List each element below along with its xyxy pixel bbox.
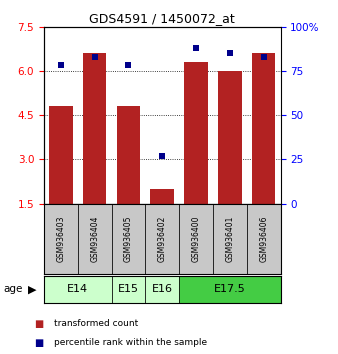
Bar <box>145 204 179 274</box>
Point <box>261 54 266 59</box>
Point <box>126 63 131 68</box>
Bar <box>83 53 106 204</box>
Text: percentile rank within the sample: percentile rank within the sample <box>54 338 207 347</box>
Bar <box>150 189 174 204</box>
Bar <box>44 204 78 274</box>
Bar <box>49 106 73 204</box>
Text: E17.5: E17.5 <box>214 284 246 295</box>
Bar <box>44 276 112 303</box>
Point <box>160 153 165 159</box>
Text: E16: E16 <box>152 284 173 295</box>
Text: ▶: ▶ <box>28 284 37 295</box>
Bar <box>179 204 213 274</box>
Text: GSM936404: GSM936404 <box>90 216 99 262</box>
Text: transformed count: transformed count <box>54 319 138 329</box>
Bar <box>213 204 247 274</box>
Title: GDS4591 / 1450072_at: GDS4591 / 1450072_at <box>89 12 235 25</box>
Text: GSM936402: GSM936402 <box>158 216 167 262</box>
Bar <box>112 204 145 274</box>
Point <box>193 45 199 51</box>
Text: GSM936405: GSM936405 <box>124 216 133 262</box>
Text: age: age <box>3 284 23 295</box>
Bar <box>145 276 179 303</box>
Point <box>92 54 97 59</box>
Bar <box>117 106 140 204</box>
Text: E15: E15 <box>118 284 139 295</box>
Bar <box>252 53 275 204</box>
Bar <box>78 204 112 274</box>
Text: GSM936403: GSM936403 <box>56 216 65 262</box>
Text: ■: ■ <box>34 338 43 348</box>
Point <box>58 63 64 68</box>
Text: ■: ■ <box>34 319 43 329</box>
Text: GSM936400: GSM936400 <box>192 216 200 262</box>
Text: GSM936406: GSM936406 <box>259 216 268 262</box>
Text: GSM936401: GSM936401 <box>225 216 234 262</box>
Text: E14: E14 <box>67 284 88 295</box>
Bar <box>247 204 281 274</box>
Bar <box>179 276 281 303</box>
Bar <box>112 276 145 303</box>
Bar <box>218 71 242 204</box>
Point <box>227 50 233 56</box>
Bar <box>184 62 208 204</box>
